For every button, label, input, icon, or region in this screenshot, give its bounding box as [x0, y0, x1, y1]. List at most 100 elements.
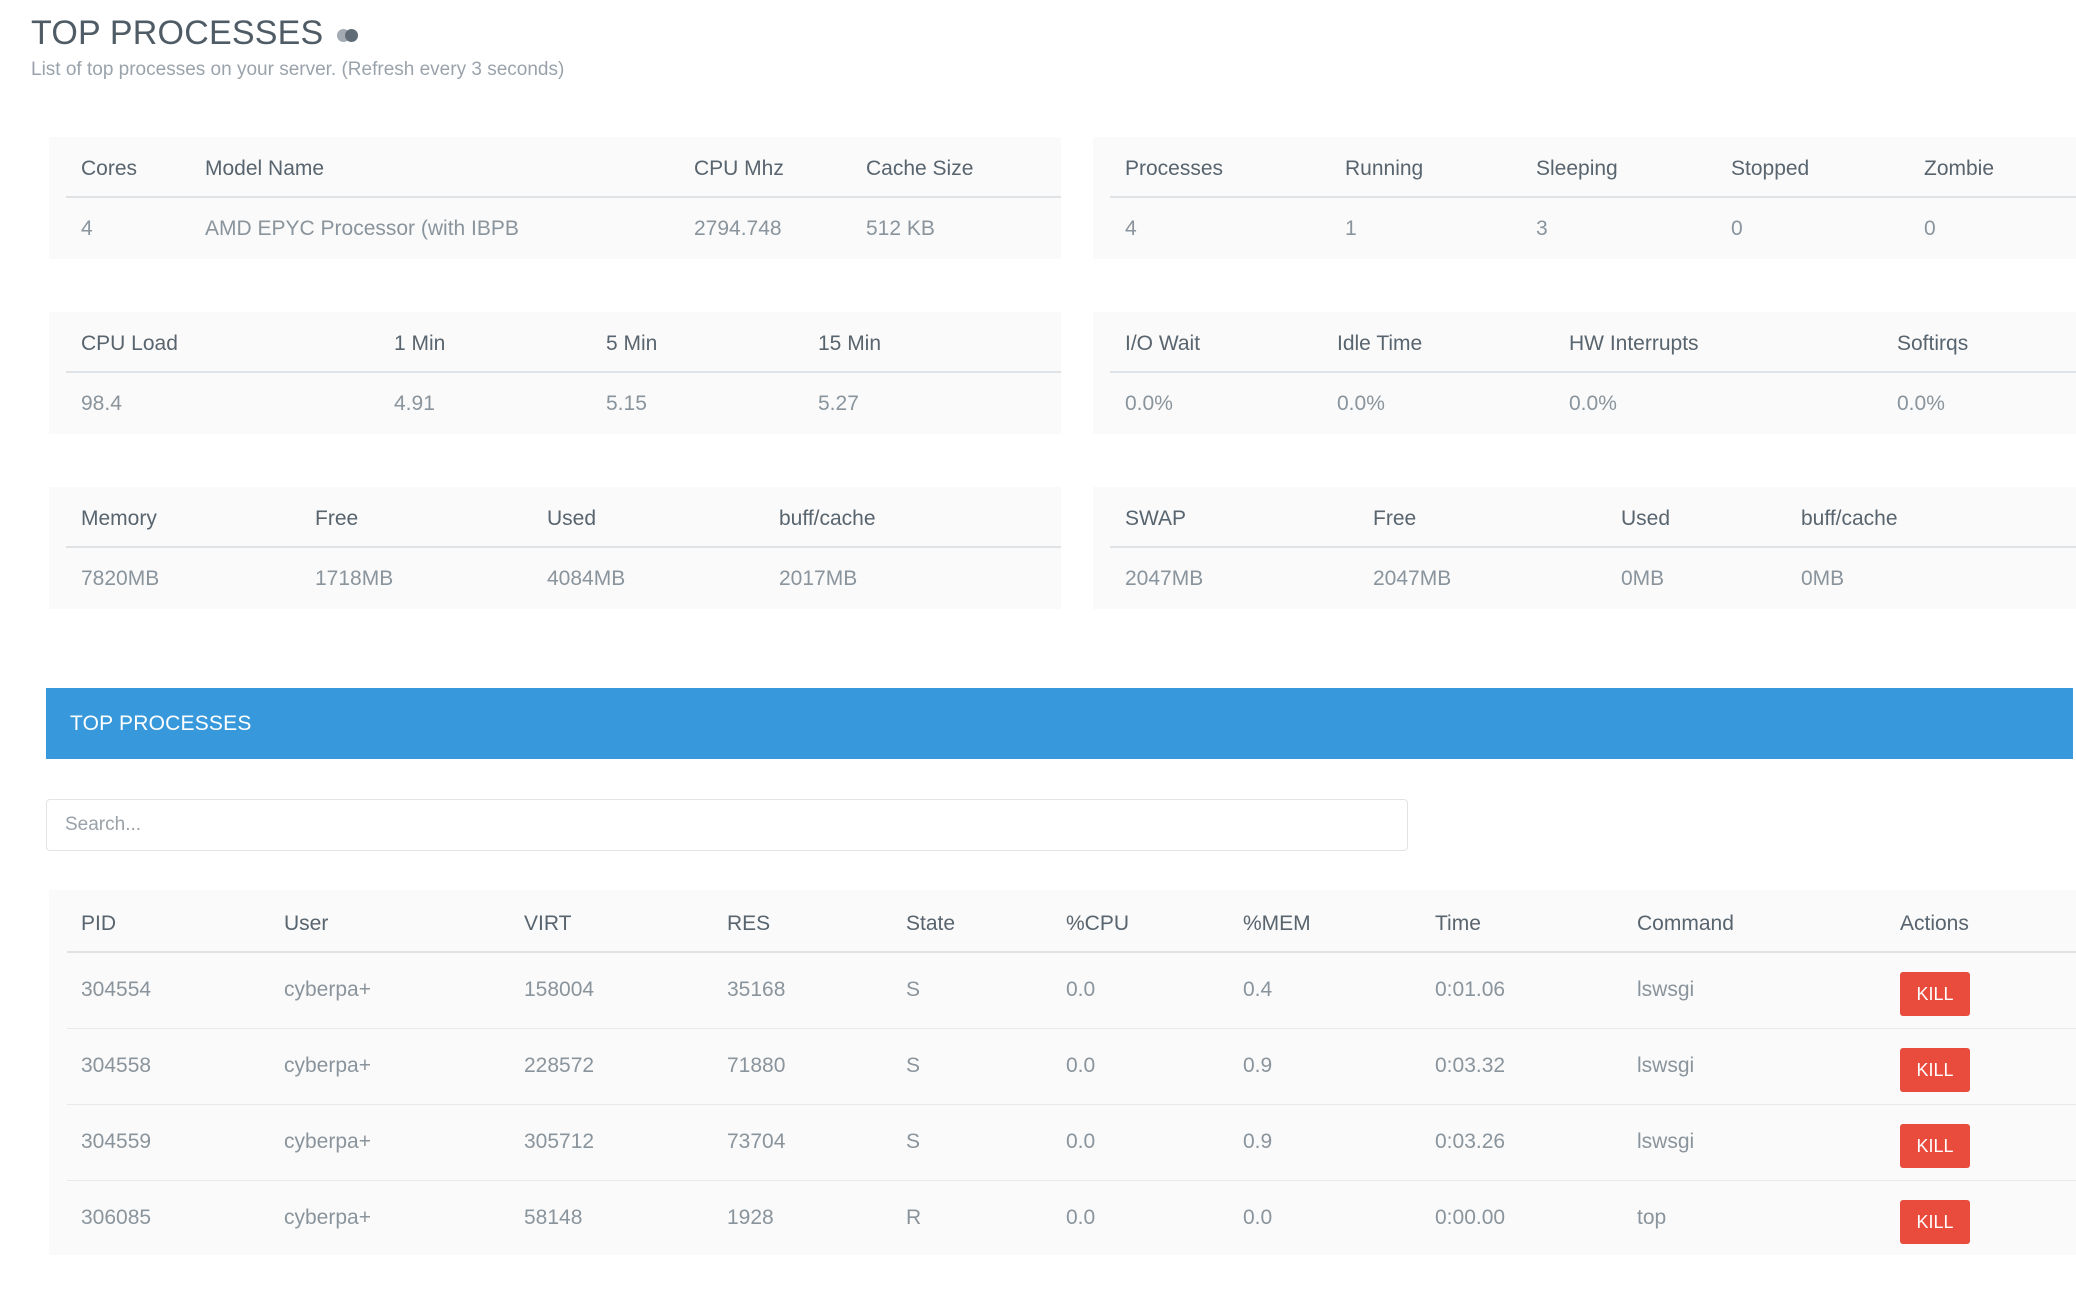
- table-header: buff/cache: [764, 487, 1061, 548]
- virt-cell: 228572: [510, 1028, 713, 1105]
- command-cell: top: [1637, 1206, 1667, 1230]
- command-cell: lswsgi: [1623, 952, 1886, 1029]
- mem-cell: 0.0: [1243, 1206, 1273, 1230]
- table-header: Used: [532, 487, 764, 548]
- io-stats-table: I/O Wait Idle Time HW Interrupts Softirq…: [1110, 312, 2076, 434]
- table-cell: 4.91: [394, 391, 435, 415]
- table-cell: 512 KB: [866, 216, 935, 240]
- table-header: Stopped: [1716, 137, 1909, 198]
- time-cell: 0:00.00: [1435, 1206, 1506, 1230]
- page-subtitle: List of top processes on your server. (R…: [31, 59, 565, 80]
- state-cell: S: [892, 952, 1052, 1029]
- table-cell: AMD EPYC Processor (with IBPB: [205, 216, 519, 240]
- table-cell: 0.0%: [1125, 391, 1173, 415]
- state-cell: S: [892, 1028, 1052, 1105]
- table-header: Command: [1623, 890, 1886, 953]
- table-header: SWAP: [1110, 487, 1358, 548]
- command-cell: lswsgi: [1623, 1028, 1886, 1105]
- table-row: 304554 cyberpa+ 158004 35168 S 0.0 0.4 0…: [67, 952, 2076, 1029]
- table-row: 306085 cyberpa+ 58148 1928 R 0.0 0.0 0:0…: [67, 1180, 2076, 1255]
- kill-button[interactable]: KILL: [1900, 1124, 1970, 1168]
- state-cell: S: [892, 1104, 1052, 1181]
- state-cell: R: [906, 1206, 922, 1230]
- loading-icon: [337, 29, 359, 42]
- time-cell: 0:03.26: [1421, 1104, 1623, 1181]
- table-row: 304558 cyberpa+ 228572 71880 S 0.0 0.9 0…: [67, 1028, 2076, 1105]
- io-stats-panel: I/O Wait Idle Time HW Interrupts Softirq…: [1093, 312, 2076, 434]
- table-cell: 7820MB: [81, 566, 160, 590]
- res-cell: 73704: [713, 1104, 892, 1181]
- table-cell: 2047MB: [1373, 566, 1452, 590]
- virt-cell: 58148: [524, 1206, 583, 1230]
- table-header: Zombie: [1909, 137, 2076, 198]
- table-cell: 4: [1125, 216, 1137, 240]
- table-header: 15 Min: [803, 312, 1061, 373]
- table-header: Sleeping: [1521, 137, 1716, 198]
- time-cell: 0:01.06: [1421, 952, 1623, 1029]
- table-row: 304559 cyberpa+ 305712 73704 S 0.0 0.9 0…: [67, 1104, 2076, 1181]
- kill-button[interactable]: KILL: [1900, 972, 1970, 1017]
- res-cell: 35168: [713, 952, 892, 1029]
- table-header: Time: [1421, 890, 1623, 953]
- swap-table: SWAP Free Used buff/cache 2047MB 2047MB …: [1110, 487, 2076, 609]
- table-header: HW Interrupts: [1554, 312, 1882, 373]
- top-processes-header-bar: TOP PROCESSES: [46, 688, 2073, 759]
- table-header: RES: [713, 890, 892, 953]
- search-input[interactable]: [46, 799, 1408, 851]
- table-header: VIRT: [510, 890, 713, 953]
- table-header: Processes: [1110, 137, 1330, 198]
- table-cell: 1: [1345, 216, 1357, 240]
- table-cell: 5.15: [606, 391, 647, 415]
- pid-cell: 306085: [81, 1206, 152, 1230]
- table-cell: 2047MB: [1125, 566, 1204, 590]
- table-header: Softirqs: [1882, 312, 2076, 373]
- table-header: %MEM: [1229, 890, 1421, 953]
- table-cell: 5.27: [818, 391, 859, 415]
- virt-cell: 158004: [510, 952, 713, 1029]
- table-cell: 0MB: [1621, 566, 1665, 590]
- table-header: 1 Min: [379, 312, 591, 373]
- table-header: buff/cache: [1786, 487, 2076, 548]
- table-header: Free: [300, 487, 532, 548]
- pid-cell: 304554: [67, 952, 270, 1029]
- table-header: Cache Size: [851, 137, 1061, 198]
- actions-cell: KILL: [1886, 1028, 2076, 1105]
- table-header: %CPU: [1052, 890, 1229, 953]
- cpu-info-table: Cores Model Name CPU Mhz Cache Size 4 AM…: [66, 137, 1061, 259]
- table-cell: 3: [1536, 216, 1548, 240]
- table-header: State: [892, 890, 1052, 953]
- table-cell: 2017MB: [779, 566, 858, 590]
- res-cell: 71880: [713, 1028, 892, 1105]
- pid-cell: 304559: [67, 1104, 270, 1181]
- table-header: Running: [1330, 137, 1521, 198]
- table-header: PID: [67, 890, 270, 953]
- memory-panel: Memory Free Used buff/cache 7820MB 1718M…: [49, 487, 1061, 609]
- table-cell: 98.4: [81, 391, 122, 415]
- table-cell: 0.0%: [1897, 391, 1945, 415]
- table-header: Model Name: [190, 137, 679, 198]
- table-header: Actions: [1886, 890, 2076, 953]
- kill-button[interactable]: KILL: [1900, 1200, 1970, 1245]
- time-cell: 0:03.32: [1421, 1028, 1623, 1105]
- processes-table-panel: PID User VIRT RES State %CPU %MEM Time C…: [49, 890, 2076, 1255]
- processes-table: PID User VIRT RES State %CPU %MEM Time C…: [67, 890, 2076, 1255]
- table-header: Free: [1358, 487, 1606, 548]
- table-cell: 4084MB: [547, 566, 626, 590]
- table-cell: 0: [1731, 216, 1743, 240]
- command-cell: lswsgi: [1623, 1104, 1886, 1181]
- user-cell: cyberpa+: [270, 952, 510, 1029]
- mem-cell: 0.9: [1229, 1028, 1421, 1105]
- cpu-cell: 0.0: [1052, 952, 1229, 1029]
- user-cell: cyberpa+: [270, 1104, 510, 1181]
- table-header: Cores: [66, 137, 190, 198]
- cpu-cell: 0.0: [1066, 1206, 1096, 1230]
- table-header: I/O Wait: [1110, 312, 1322, 373]
- page-title: TOP PROCESSES: [31, 14, 564, 53]
- table-cell: 0.0%: [1569, 391, 1617, 415]
- process-stats-table: Processes Running Sleeping Stopped Zombi…: [1110, 137, 2076, 259]
- kill-button[interactable]: KILL: [1900, 1048, 1970, 1092]
- virt-cell: 305712: [510, 1104, 713, 1181]
- actions-cell: KILL: [1886, 1104, 2076, 1181]
- user-cell: cyberpa+: [284, 1206, 371, 1230]
- top-processes-title: TOP PROCESSES: [70, 712, 252, 735]
